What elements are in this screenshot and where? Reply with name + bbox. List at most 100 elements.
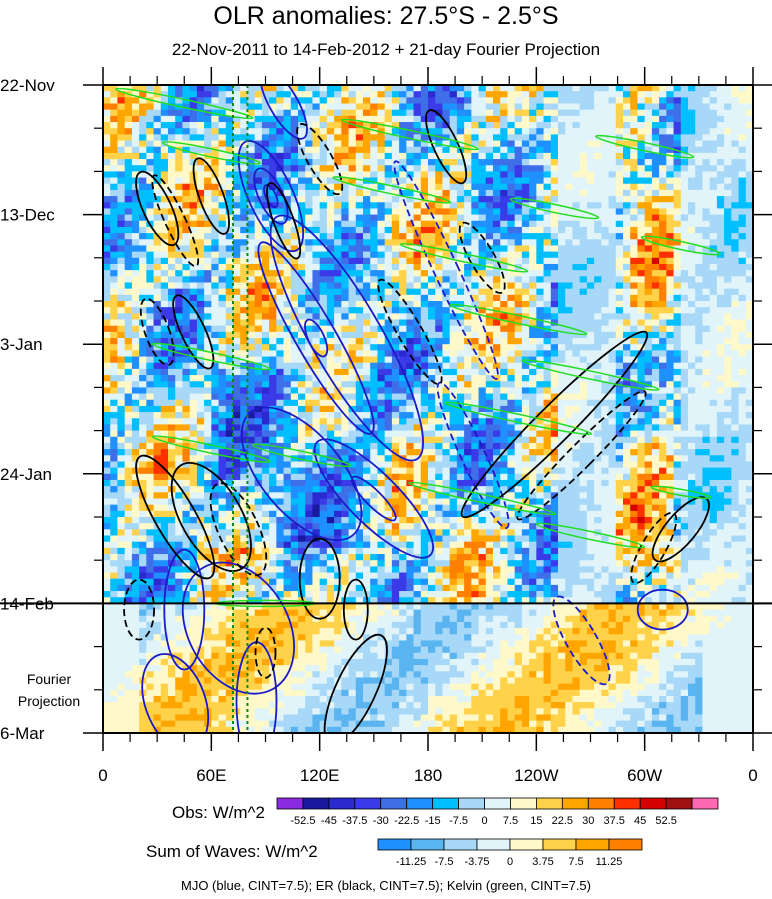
- heatmap-cell: [175, 412, 184, 419]
- heatmap-cell: [319, 115, 328, 123]
- heatmap-cell: [319, 356, 328, 364]
- heatmap-cell: [276, 301, 285, 308]
- heatmap-cell: [449, 122, 458, 129]
- heatmap-cell: [399, 270, 407, 277]
- heatmap-cell: [233, 393, 241, 401]
- heatmap-cell: [471, 399, 480, 407]
- heatmap-cell: [659, 140, 667, 148]
- heatmap-cell: [536, 103, 545, 111]
- heatmap-cell: [370, 325, 379, 333]
- heatmap-cell: [500, 405, 509, 413]
- heatmap-cell: [601, 103, 610, 111]
- heatmap-cell: [558, 196, 566, 203]
- heatmap-cell: [738, 171, 747, 179]
- heatmap-cell: [196, 183, 205, 191]
- heatmap-cell: [579, 165, 588, 172]
- heatmap-cell: [688, 85, 696, 92]
- heatmap-cell: [326, 226, 335, 234]
- heatmap-cell: [738, 226, 747, 234]
- heatmap-cell: [218, 288, 227, 296]
- heatmap-cell: [695, 128, 704, 135]
- heatmap-cell: [312, 202, 321, 210]
- heatmap-cell: [276, 91, 285, 98]
- heatmap-cell: [363, 245, 371, 253]
- heatmap-cell: [139, 368, 147, 376]
- heatmap-cell: [586, 220, 595, 228]
- heatmap-cell: [623, 91, 631, 98]
- heatmap-cell: [709, 356, 718, 364]
- heatmap-cell: [745, 344, 753, 351]
- heatmap-cell: [536, 344, 545, 351]
- heatmap-cell: [413, 375, 422, 382]
- heatmap-cell: [233, 171, 241, 179]
- heatmap-cell: [572, 263, 581, 271]
- heatmap-cell: [377, 214, 386, 222]
- heatmap-cell: [521, 393, 530, 401]
- heatmap-cell: [341, 109, 350, 117]
- heatmap-cell: [233, 128, 241, 135]
- heatmap-cell: [623, 128, 631, 135]
- heatmap-cell: [168, 288, 176, 296]
- heatmap-cell: [305, 245, 314, 253]
- heatmap-cell: [218, 338, 227, 345]
- heatmap-cell: [521, 301, 530, 308]
- heatmap-cell: [514, 146, 523, 154]
- heatmap-cell: [211, 356, 220, 364]
- heatmap-cell: [485, 177, 494, 185]
- heatmap-cell: [334, 208, 342, 216]
- heatmap-cell: [370, 381, 379, 388]
- heatmap-cell: [319, 177, 328, 185]
- heatmap-cell: [550, 362, 559, 370]
- heatmap-cell: [146, 165, 155, 172]
- heatmap-cell: [225, 424, 234, 432]
- heatmap-cell: [543, 115, 552, 123]
- heatmap-cell: [521, 91, 530, 98]
- heatmap-cell: [521, 97, 530, 105]
- heatmap-cell: [493, 338, 501, 345]
- heatmap-cell: [615, 338, 624, 345]
- heatmap-cell: [666, 251, 675, 259]
- heatmap-cell: [319, 301, 328, 308]
- heatmap-cell: [103, 97, 111, 105]
- heatmap-cell: [139, 140, 147, 148]
- heatmap-cell: [110, 381, 119, 388]
- heatmap-cell: [139, 245, 147, 253]
- heatmap-cell: [312, 307, 321, 314]
- heatmap-cell: [716, 381, 725, 388]
- heatmap-cell: [110, 331, 119, 339]
- heatmap-cell: [247, 424, 256, 432]
- heatmap-cell: [615, 270, 624, 277]
- heatmap-cell: [644, 159, 653, 166]
- heatmap-cell: [261, 412, 270, 419]
- heatmap-cell: [153, 282, 162, 290]
- heatmap-cell: [139, 128, 147, 135]
- heatmap-cell: [196, 128, 205, 135]
- heatmap-cell: [254, 294, 263, 302]
- heatmap-cell: [688, 270, 696, 277]
- heatmap-cell: [702, 152, 711, 160]
- heatmap-cell: [326, 85, 335, 92]
- heatmap-cell: [117, 103, 126, 111]
- heatmap-cell: [326, 159, 335, 166]
- heatmap-cell: [225, 387, 234, 395]
- heatmap-cell: [550, 122, 559, 129]
- heatmap-cell: [565, 282, 574, 290]
- heatmap-cell: [435, 189, 444, 197]
- heatmap-cell: [117, 177, 126, 185]
- heatmap-cell: [341, 85, 350, 92]
- heatmap-cell: [348, 393, 357, 401]
- heatmap-cell: [601, 97, 610, 105]
- heatmap-cell: [579, 263, 588, 271]
- heatmap-cell: [586, 91, 595, 98]
- heatmap-cell: [247, 338, 256, 345]
- heatmap-cell: [269, 319, 277, 327]
- heatmap-cell: [702, 97, 711, 105]
- heatmap-cell: [565, 301, 574, 308]
- heatmap-cell: [247, 115, 256, 123]
- heatmap-cell: [659, 91, 667, 98]
- heatmap-cell: [269, 331, 277, 339]
- heatmap-cell: [110, 171, 119, 179]
- heatmap-cell: [601, 233, 610, 240]
- heatmap-cell: [406, 368, 415, 376]
- heatmap-cell: [637, 171, 646, 179]
